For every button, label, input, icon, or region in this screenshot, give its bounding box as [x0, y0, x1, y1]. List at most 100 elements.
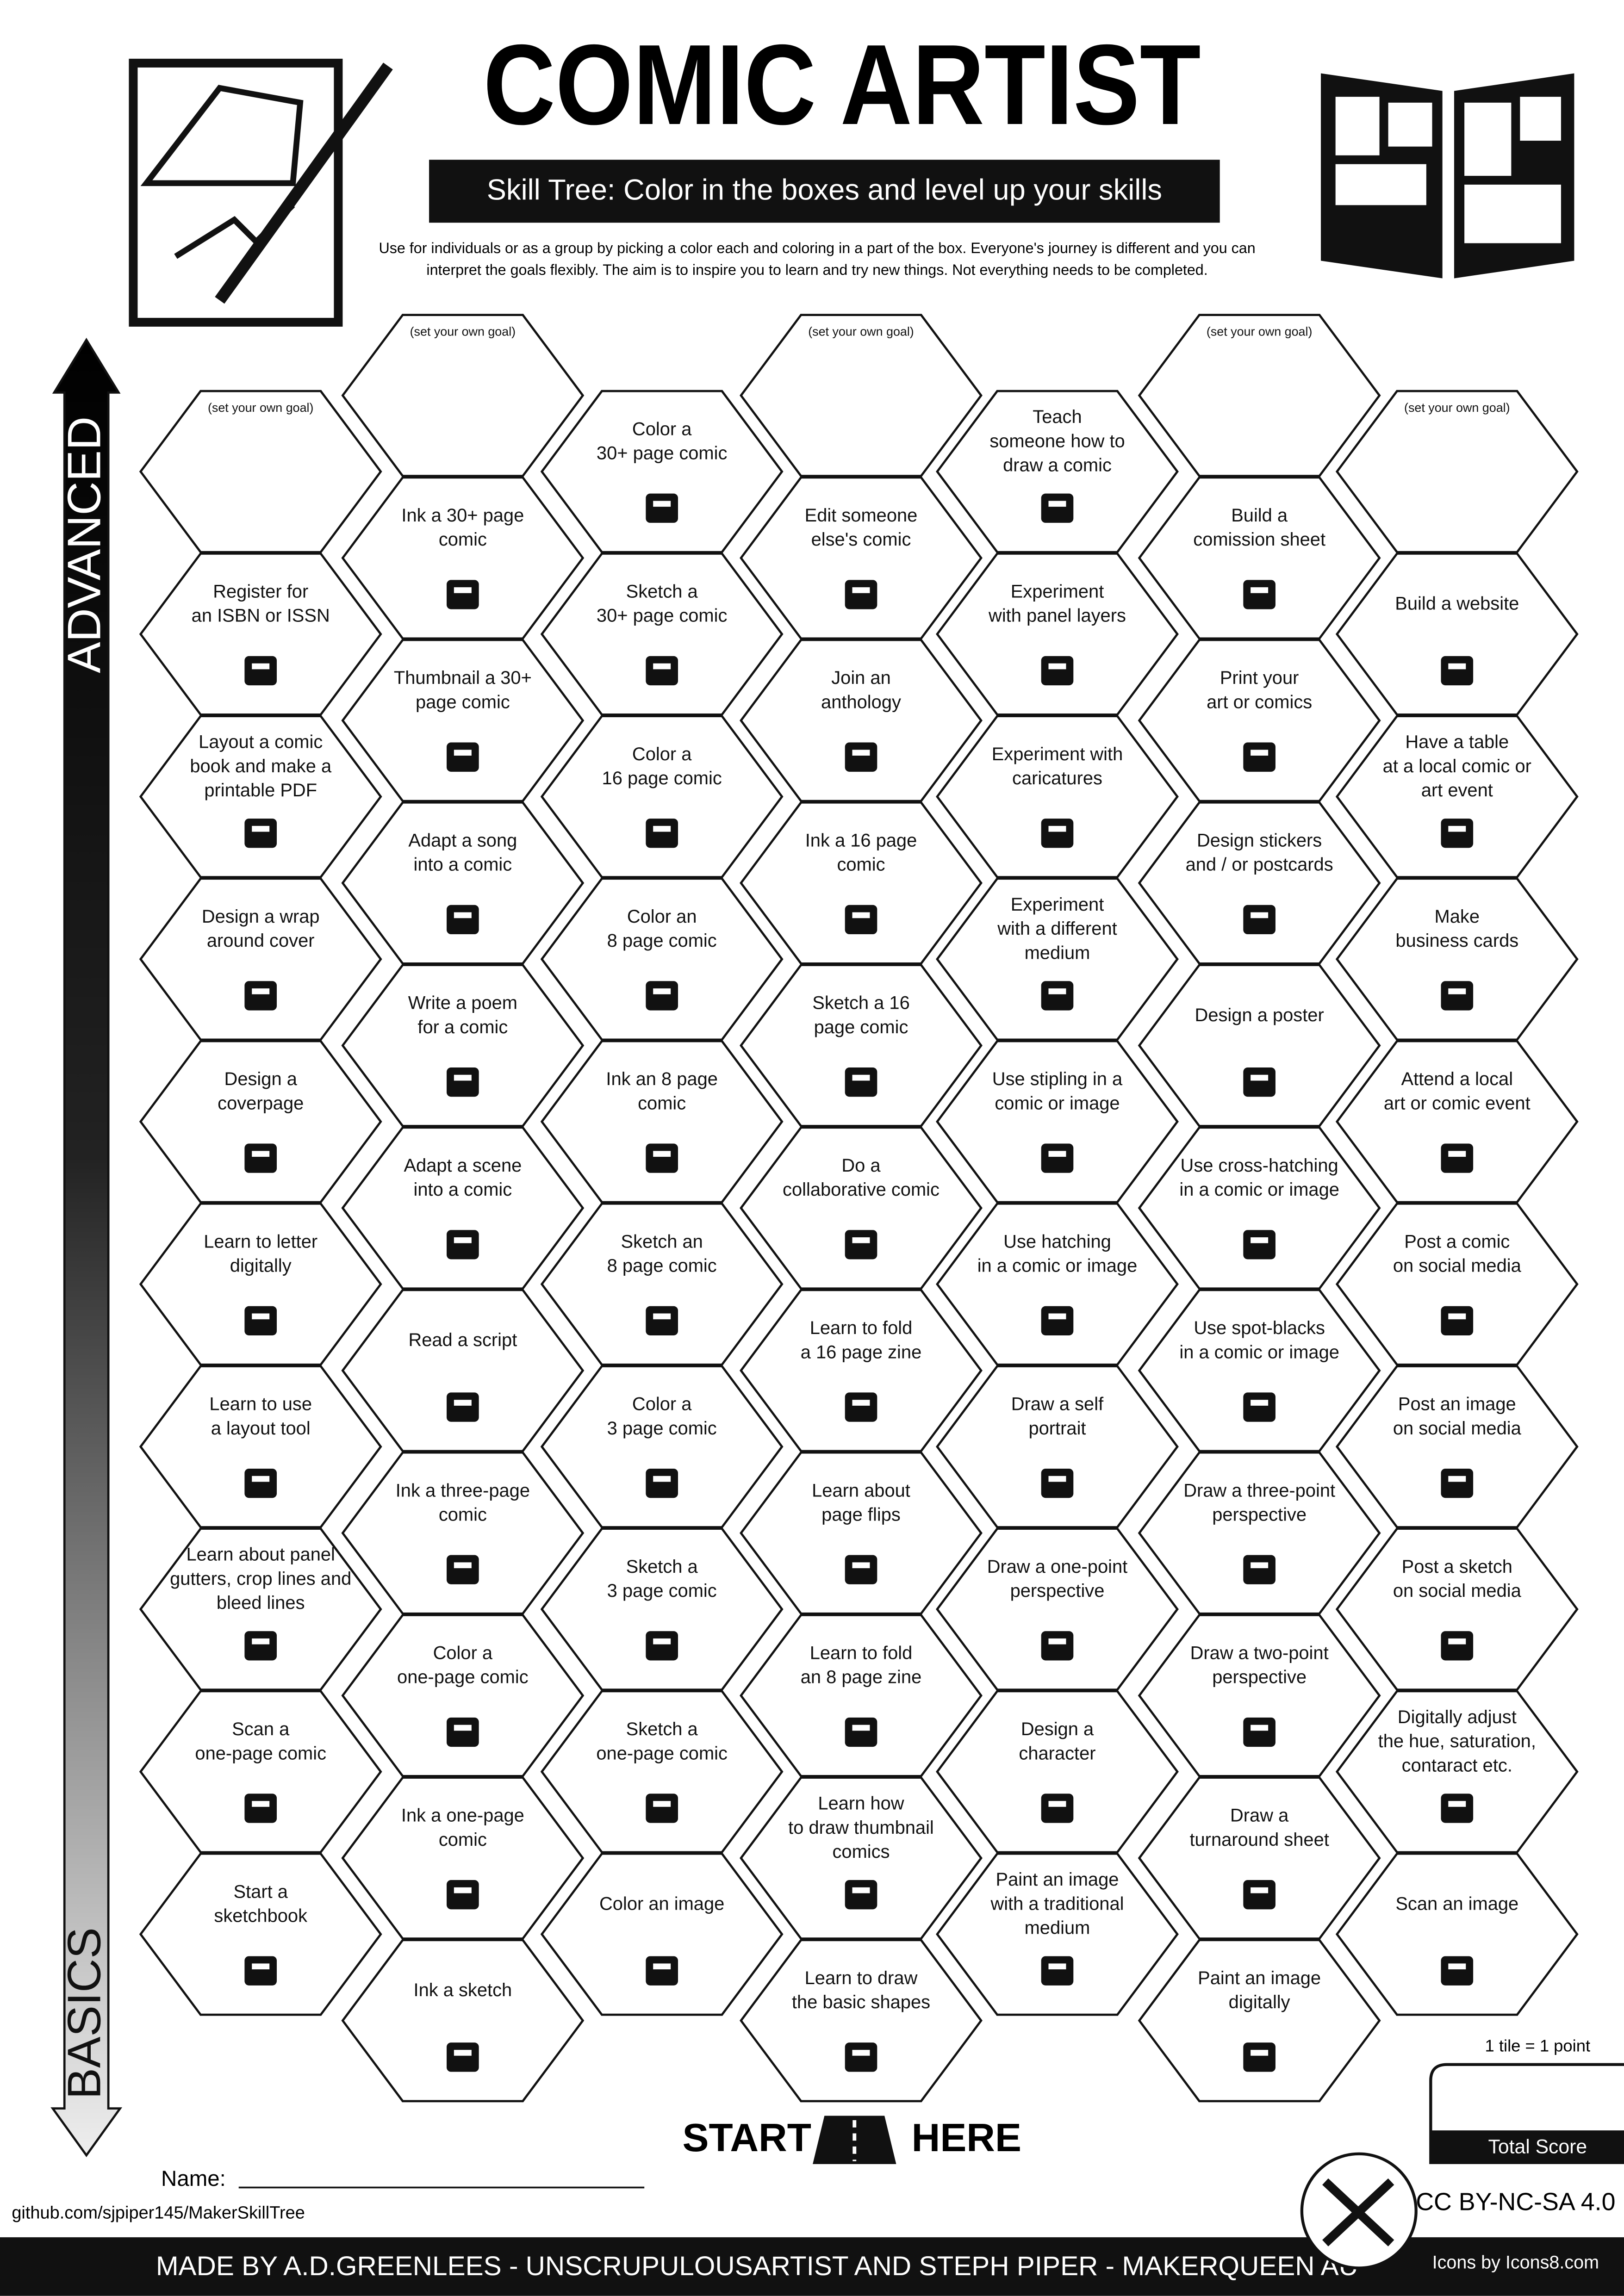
skill-label: 30+ page comic	[597, 443, 728, 464]
skill-icon	[1441, 656, 1474, 686]
skill-tile: Post a sketch on social media	[1335, 1527, 1579, 1691]
skill-icon-detail	[1251, 1725, 1269, 1731]
skill-label: Color a	[632, 744, 692, 764]
comic-book-icon	[1321, 73, 1574, 279]
skill-label: turnaround sheet	[1189, 1830, 1329, 1850]
skill-label: bleed lines	[217, 1593, 305, 1613]
skill-tile: Scan an image	[1335, 1852, 1579, 2016]
hex	[139, 390, 382, 553]
skill-icon-detail	[1048, 501, 1066, 507]
skill-icon	[845, 1880, 877, 1910]
skill-tile: Experiment with panel layers	[936, 552, 1179, 716]
hex	[540, 715, 784, 879]
skill-label: business cards	[1395, 931, 1518, 951]
skill-icon	[646, 493, 678, 523]
skill-label: sketchbook	[214, 1905, 307, 1926]
skill-icon-detail	[1251, 750, 1269, 756]
hex	[341, 1776, 585, 1940]
skill-icon	[1243, 1717, 1276, 1747]
skill-tile: (set your own goal)	[1335, 390, 1579, 553]
hex	[1138, 801, 1381, 965]
skill-label: Ink an 8 page	[606, 1069, 718, 1089]
skill-tile: Do a collaborative comic	[740, 1126, 983, 1290]
skill-label: collaborative comic	[783, 1179, 940, 1200]
goal-note: (set your own goal)	[1207, 325, 1313, 339]
skill-label: art or comics	[1207, 692, 1312, 712]
skill-label: art or comic event	[1384, 1093, 1531, 1113]
skill-icon-detail	[1448, 1638, 1466, 1644]
hex	[1335, 1690, 1579, 1854]
skill-icon-detail	[1251, 1237, 1269, 1243]
here-text: HERE	[912, 2116, 1021, 2160]
skill-label: Attend a local	[1401, 1069, 1513, 1089]
skill-tile: Digitally adjust the hue, saturation, cont…	[1335, 1690, 1579, 1854]
skill-tile: Edit someone else's comic	[740, 476, 983, 640]
skill-icon	[1441, 819, 1474, 848]
skill-label: at a local comic or	[1383, 756, 1531, 776]
hex	[1138, 476, 1381, 640]
skill-label: Use cross-hatching	[1181, 1155, 1338, 1176]
hex	[936, 1202, 1179, 1366]
skill-tile: Sketch a 3 page comic	[540, 1527, 784, 1691]
hex	[540, 1527, 784, 1691]
skill-label: the hue, saturation,	[1378, 1731, 1536, 1751]
skill-label: page comic	[814, 1017, 908, 1037]
subtitle: Skill Tree: Color in the boxes and level…	[487, 174, 1162, 206]
skill-label: Post an image	[1398, 1394, 1516, 1415]
hex	[936, 877, 1179, 1041]
skill-label: around cover	[207, 931, 315, 951]
skill-label: Design a	[1021, 1719, 1094, 1739]
hex	[1335, 877, 1579, 1041]
skill-label: comic	[439, 1830, 487, 1850]
skill-icon-detail	[1048, 825, 1066, 832]
skill-icon-detail	[252, 1313, 270, 1320]
hex	[341, 1613, 585, 1777]
skill-icon	[1041, 1793, 1074, 1823]
skill-icon-detail	[252, 1151, 270, 1157]
skill-icon-detail	[1448, 988, 1466, 994]
hex	[740, 639, 983, 802]
score-label: Total Score	[1488, 2135, 1587, 2158]
hex	[341, 1451, 585, 1615]
skill-label: Draw a self	[1011, 1394, 1104, 1415]
skill-tile: Ink a sketch	[341, 1939, 585, 2103]
skill-label: book and make a	[190, 756, 332, 776]
skill-label: Use spot-blacks	[1194, 1318, 1325, 1338]
skill-icon-detail	[852, 1400, 870, 1406]
skill-icon-detail	[454, 912, 472, 918]
skill-label: Ink a one-page	[401, 1806, 524, 1826]
title: COMIC ARTIST	[483, 21, 1201, 149]
hex	[139, 552, 382, 716]
skill-label: comic	[638, 1093, 686, 1113]
skill-icon	[1041, 656, 1074, 686]
skill-tile: Design a wrap around cover	[139, 877, 382, 1041]
skill-tile: Color a 30+ page comic	[540, 390, 784, 553]
hex	[740, 1451, 983, 1615]
hex	[936, 1365, 1179, 1528]
skill-label: on social media	[1393, 1418, 1522, 1439]
hex	[1335, 1852, 1579, 2016]
skill-icon	[447, 905, 479, 935]
hex	[1335, 1527, 1579, 1691]
skill-label: page comic	[416, 692, 510, 712]
skill-icon	[1441, 1793, 1474, 1823]
skill-icon	[1243, 1230, 1276, 1260]
skill-icon	[1441, 1956, 1474, 1986]
hex	[139, 1852, 382, 2016]
skill-icon-detail	[252, 1638, 270, 1644]
skill-tile: Write a poem for a comic	[341, 964, 585, 1127]
skill-icon	[646, 819, 678, 848]
skill-icon	[646, 1793, 678, 1823]
skill-icon	[1041, 981, 1074, 1011]
skill-icon-detail	[454, 1074, 472, 1081]
skill-tile: Sketch a one-page comic	[540, 1690, 784, 1854]
skill-tile: Learn about panel gutters, crop lines and…	[139, 1527, 382, 1691]
skill-label: Print your	[1220, 668, 1299, 688]
skill-icon	[244, 1793, 277, 1823]
skill-tile: (set your own goal)	[740, 314, 983, 478]
skill-label: Build a website	[1395, 594, 1519, 614]
skill-label: comic or image	[995, 1093, 1120, 1113]
hex	[341, 314, 585, 478]
skill-icon	[244, 1956, 277, 1986]
skill-label: Paint an image	[996, 1869, 1119, 1890]
